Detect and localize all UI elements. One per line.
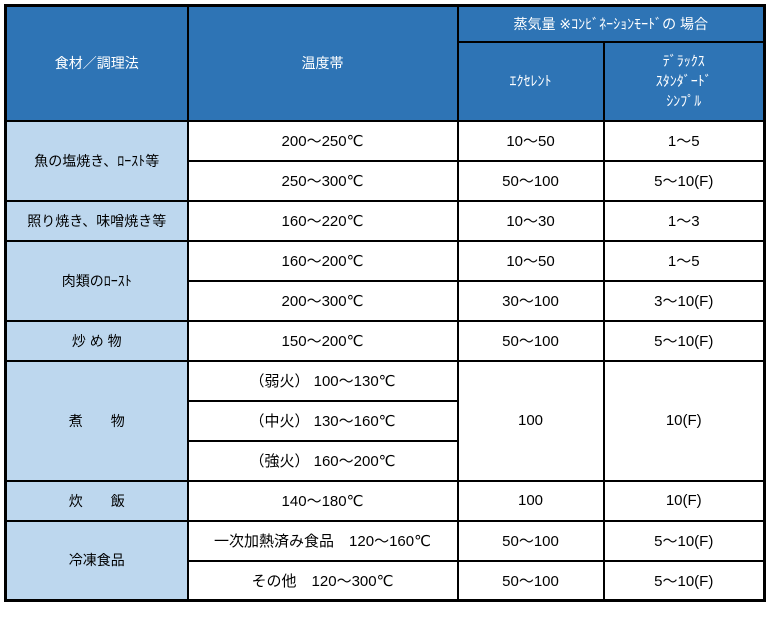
header-row-top: 食材／調理法 温度帯 蒸気量 ※ｺﾝﾋﾞﾈｰｼｮﾝﾓｰﾄﾞの 場合 (4, 4, 766, 122)
cooking-steam-table: 食材／調理法 温度帯 蒸気量 ※ｺﾝﾋﾞﾈｰｼｮﾝﾓｰﾄﾞの 場合 ｴｸｾﾚﾝﾄ… (4, 4, 767, 602)
cell-temp: 200～300℃ (186, 279, 459, 322)
table-row: 肉類のﾛｰｽﾄ 160～200℃ 10～50 1～5 (4, 239, 766, 322)
table-row: 炒 め 物 150～200℃ 50～100 5～10(F) (4, 319, 766, 362)
cell-temp: 250～300℃ (186, 159, 459, 202)
cell-food-stir-fry: 炒 め 物 (4, 319, 189, 362)
table-row: 魚の塩焼き、ﾛｰｽﾄ等 200～250℃ 10～50 1～5 (4, 119, 766, 202)
cell-steam-excellent: 100 (456, 359, 605, 482)
cell-steam-excellent: 100 (456, 479, 605, 522)
cell-steam-deluxe: 1～5 (602, 239, 766, 282)
table-row: 250～300℃ 50～100 5～10(F) (6, 159, 766, 202)
cell-steam-excellent: 50～100 (456, 159, 605, 202)
cell-steam-deluxe: 3～10(F) (602, 279, 766, 322)
cell-food-grilled-fish: 魚の塩焼き、ﾛｰｽﾄ等 (4, 119, 189, 202)
header-temperature-range: 温度帯 (186, 4, 459, 122)
cell-steam-deluxe: 1～3 (602, 199, 766, 242)
header-row-sub: ｴｸｾﾚﾝﾄ ﾃﾞﾗｯｸｽ ｽﾀﾝﾀﾞｰﾄﾞ ｼﾝﾌﾟﾙ (6, 40, 766, 122)
cell-steam-deluxe: 10(F) (602, 359, 766, 482)
cell-food-teriyaki: 照り焼き、味噌焼き等 (4, 199, 189, 242)
cell-steam-excellent: 50～100 (456, 559, 605, 602)
cell-steam-excellent: 10～30 (456, 199, 605, 242)
header-deluxe-standard-simple-mode: ﾃﾞﾗｯｸｽ ｽﾀﾝﾀﾞｰﾄﾞ ｼﾝﾌﾟﾙ (602, 40, 766, 122)
cell-steam-deluxe: 5～10(F) (602, 319, 766, 362)
table-row: 200～300℃ 30～100 3～10(F) (6, 279, 766, 322)
cell-temp: その他 120～300℃ (186, 559, 459, 602)
table-row: （強火） 160～200℃ (6, 439, 765, 482)
cell-food-rice-cooking: 炊 飯 (4, 479, 189, 522)
header-excellent-mode: ｴｸｾﾚﾝﾄ (456, 40, 605, 122)
cell-temp: （強火） 160～200℃ (186, 439, 459, 482)
cell-steam-deluxe: 10(F) (602, 479, 766, 522)
cell-steam-excellent: 50～100 (456, 319, 605, 362)
table-row: その他 120～300℃ 50～100 5～10(F) (6, 559, 766, 602)
cell-steam-deluxe: 5～10(F) (602, 159, 766, 202)
header-steam-amount-group: 蒸気量 ※ｺﾝﾋﾞﾈｰｼｮﾝﾓｰﾄﾞの 場合 (456, 4, 766, 43)
cell-temp: （中火） 130～160℃ (186, 399, 459, 442)
table-row: 照り焼き、味噌焼き等 160～220℃ 10～30 1～3 (4, 199, 766, 242)
cell-food-roast-meat: 肉類のﾛｰｽﾄ (4, 239, 189, 322)
cell-temp: （弱火） 100～130℃ (186, 359, 459, 402)
cell-steam-deluxe: 5～10(F) (602, 559, 766, 602)
cell-steam-excellent: 10～50 (456, 119, 605, 162)
cell-steam-excellent: 30～100 (456, 279, 605, 322)
cell-food-frozen: 冷凍食品 (4, 519, 189, 602)
cell-steam-deluxe: 1～5 (602, 119, 766, 162)
table-row: 冷凍食品 一次加熱済み食品 120～160℃ 50～100 5～10(F) (4, 519, 766, 602)
cell-temp: 200～250℃ (186, 119, 459, 162)
cell-temp: 140～180℃ (186, 479, 459, 522)
cell-steam-deluxe: 5～10(F) (602, 519, 766, 562)
cell-temp: 160～200℃ (186, 239, 459, 282)
cell-steam-excellent: 50～100 (456, 519, 605, 562)
cell-steam-excellent: 10～50 (456, 239, 605, 282)
table-row: 炊 飯 140～180℃ 100 10(F) (4, 479, 766, 522)
cell-temp: 160～220℃ (186, 199, 459, 242)
table-row: 煮 物 （弱火） 100～130℃ 100 10(F) (4, 359, 766, 482)
header-food-method: 食材／調理法 (4, 4, 189, 122)
cell-food-simmered: 煮 物 (4, 359, 189, 482)
table-row: （中火） 130～160℃ (6, 399, 765, 442)
cell-temp: 150～200℃ (186, 319, 459, 362)
cell-temp: 一次加熱済み食品 120～160℃ (186, 519, 459, 562)
